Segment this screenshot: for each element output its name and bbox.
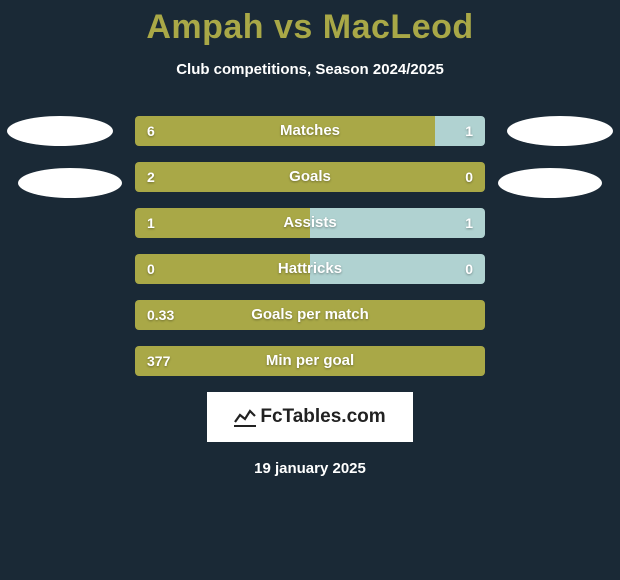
chart-icon — [234, 407, 256, 427]
stat-seg-left — [135, 300, 485, 330]
logo-text: FcTables.com — [260, 406, 385, 428]
player-right-avatar-mid — [498, 168, 602, 198]
date-text: 19 january 2025 — [0, 460, 620, 477]
player-left-avatar-mid — [18, 168, 122, 198]
player-right-avatar-top — [507, 116, 613, 146]
stat-seg-left — [135, 162, 485, 192]
stat-seg-left — [135, 208, 310, 238]
stat-seg-left — [135, 254, 310, 284]
stat-seg-right — [310, 208, 485, 238]
stat-seg-left — [135, 116, 435, 146]
page-title: Ampah vs MacLeod — [0, 0, 620, 47]
stats-area: Matches61 Goals20 Assists11 Hattricks00 Goal… — [0, 116, 620, 376]
player-left-avatar-top — [7, 116, 113, 146]
stat-row: Matches61 — [135, 116, 485, 146]
stat-seg-right — [310, 254, 485, 284]
stat-seg-right — [435, 116, 485, 146]
stat-row: Min per goal377 — [135, 346, 485, 376]
stat-row: Hattricks00 — [135, 254, 485, 284]
stat-row: Goals per match0.33 — [135, 300, 485, 330]
stat-row: Assists11 — [135, 208, 485, 238]
stat-seg-left — [135, 346, 485, 376]
stat-bars: Matches61 Goals20 Assists11 Hattricks00 Goal… — [135, 116, 485, 376]
stat-row: Goals20 — [135, 162, 485, 192]
subtitle: Club competitions, Season 2024/2025 — [0, 61, 620, 78]
site-logo[interactable]: FcTables.com — [207, 392, 413, 442]
